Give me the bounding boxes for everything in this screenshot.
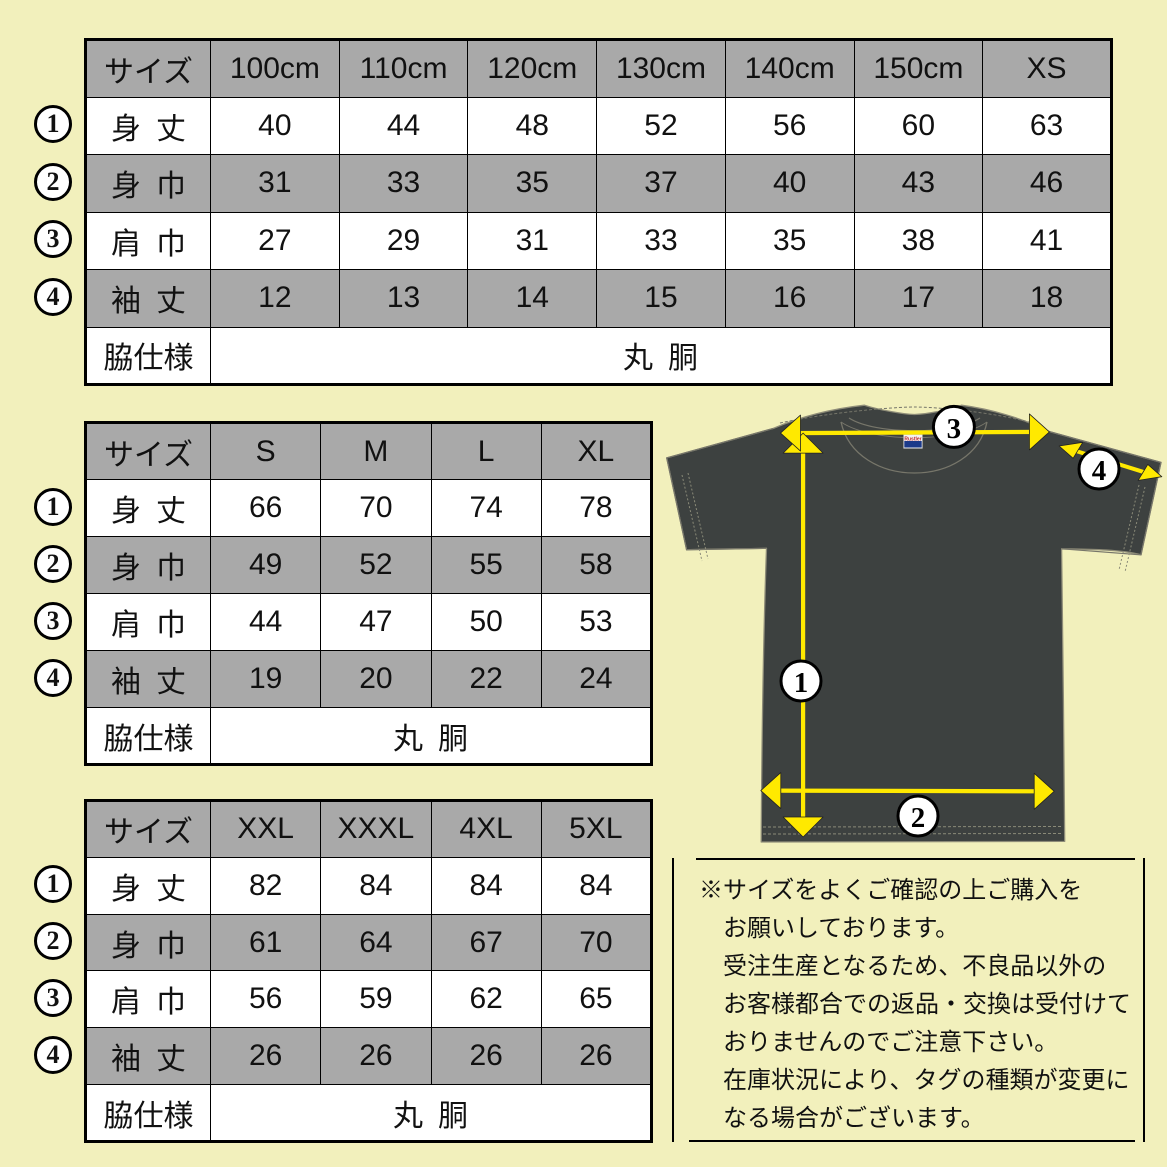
svg-text:2: 2 <box>911 802 926 834</box>
svg-text:4: 4 <box>1092 455 1107 487</box>
svg-text:1: 1 <box>794 667 809 699</box>
svg-text:3: 3 <box>947 413 962 445</box>
